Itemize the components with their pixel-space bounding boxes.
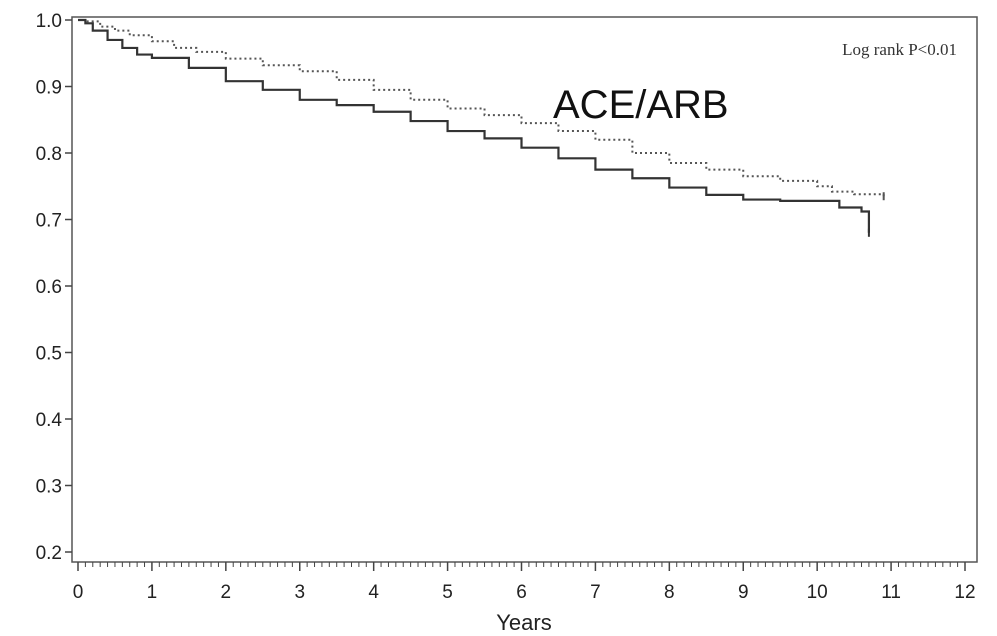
y-tick-label: 1.0: [36, 11, 62, 32]
x-axis: 0 1 2 3 4 5 6 7 8 9 10 11 12: [73, 562, 976, 603]
y-tick-label: 0.7: [36, 211, 62, 232]
x-tick-label: 0: [73, 582, 84, 603]
x-tick-label: 11: [881, 582, 901, 603]
x-tick-label: 10: [807, 582, 828, 603]
x-tick-label: 8: [664, 582, 675, 603]
plot-frame: [71, 16, 978, 563]
comparison-series-line: [78, 18, 871, 233]
series-layer: [78, 18, 885, 237]
x-tick-label: 2: [221, 582, 232, 603]
x-tick-label: 1: [147, 582, 158, 603]
y-tick-label: 0.3: [36, 477, 62, 498]
ace-arb-annotation: ACE/ARB: [553, 83, 729, 127]
x-tick-label: 5: [442, 582, 453, 603]
y-tick-label: 0.4: [36, 410, 63, 431]
x-tick-label: 4: [368, 582, 379, 603]
x-tick-label: 7: [590, 582, 601, 603]
x-tick-label: 12: [954, 582, 975, 603]
y-tick-label: 0.5: [36, 344, 62, 365]
y-tick-label: 0.9: [36, 78, 62, 99]
x-tick-label: 9: [738, 582, 749, 603]
y-tick-label: 0.6: [36, 277, 62, 298]
y-tick-label: 0.8: [36, 144, 62, 165]
y-tick-label: 0.2: [36, 543, 62, 564]
x-tick-label: 3: [294, 582, 305, 603]
x-axis-title: Years: [496, 610, 551, 635]
y-axis: 0.2 0.3 0.4 0.5 0.6 0.7 0.8 0.9 1.0: [36, 11, 72, 564]
x-tick-label: 6: [516, 582, 527, 603]
logrank-annotation: Log rank P<0.01: [842, 40, 957, 59]
